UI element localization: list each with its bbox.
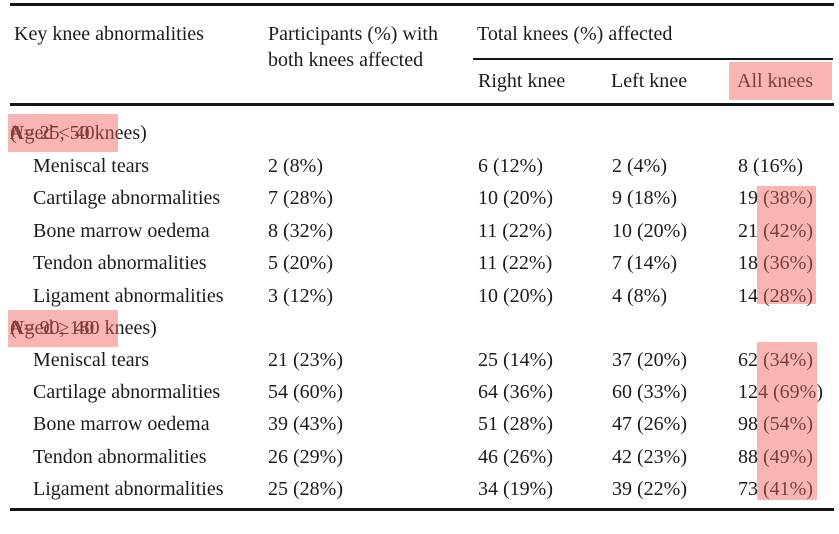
- left-knee-cell: 37 (20%): [612, 349, 687, 371]
- left-knee-cell: 2 (4%): [612, 155, 667, 177]
- table-row: Tendon abnormalities 26 (29%) 46 (26%) 4…: [0, 441, 839, 473]
- all-knees-cell: 8 (16%): [738, 155, 803, 177]
- left-knee-cell: 47 (26%): [612, 413, 687, 435]
- left-knee-cell: 39 (22%): [612, 478, 687, 500]
- all-knees-cell: 88 (49%): [738, 446, 813, 468]
- left-knee-cell: 4 (8%): [612, 285, 667, 307]
- right-knee-cell: 10 (20%): [478, 187, 553, 209]
- all-knees-cell: 124 (69%): [738, 381, 823, 403]
- all-knees-cell: 14 (28%): [738, 285, 813, 307]
- col-group-header-total-knees: Total knees (%) affected: [477, 23, 673, 45]
- right-knee-cell: 64 (36%): [478, 381, 553, 403]
- right-knee-cell: 11 (22%): [478, 252, 553, 274]
- col-header-left-knee: Left knee: [611, 70, 688, 92]
- row-label: Cartilage abnormalities: [33, 381, 221, 403]
- right-knee-cell: 34 (19%): [478, 478, 553, 500]
- table-row: Cartilage abnormalities 7 (28%) 10 (20%)…: [0, 182, 839, 214]
- section-n-symbol: N: [10, 317, 24, 339]
- section-header-aged-40-and-over: Aged ≥ 40 (N = 90, 180 knees): [10, 312, 157, 344]
- section-paren: (: [10, 317, 17, 339]
- left-knee-cell: 42 (23%): [612, 446, 687, 468]
- all-knees-cell: 73 (41%): [738, 478, 813, 500]
- row-label: Ligament abnormalities: [33, 478, 224, 500]
- table-row: Meniscal tears 2 (8%) 6 (12%) 2 (4%) 8 (…: [0, 150, 839, 182]
- header-bottom-rule: [10, 103, 834, 106]
- left-knee-cell: 9 (18%): [612, 187, 677, 209]
- right-knee-cell: 10 (20%): [478, 285, 553, 307]
- participants-cell: 5 (20%): [268, 252, 333, 274]
- table-row: Bone marrow oedema 39 (43%) 51 (28%) 47 …: [0, 408, 839, 440]
- left-knee-cell: 60 (33%): [612, 381, 687, 403]
- row-label: Tendon abnormalities: [33, 252, 207, 274]
- row-label: Bone marrow oedema: [33, 220, 210, 242]
- participants-cell: 3 (12%): [268, 285, 333, 307]
- right-knee-cell: 6 (12%): [478, 155, 543, 177]
- section-header-row: Aged ≥ 40 (N = 90, 180 knees): [0, 312, 839, 344]
- section-header-aged-under-40: Aged < 40 (N = 25, 50 knees): [10, 117, 147, 149]
- table-bottom-rule: [10, 508, 834, 511]
- right-knee-cell: 51 (28%): [478, 413, 553, 435]
- left-knee-cell: 7 (14%): [612, 252, 677, 274]
- all-knees-cell: 62 (34%): [738, 349, 813, 371]
- all-knees-cell: 18 (36%): [738, 252, 813, 274]
- section-n-symbol: N: [10, 122, 24, 144]
- row-label: Meniscal tears: [33, 155, 150, 177]
- section-age-label: Aged < 40: [10, 122, 95, 144]
- participants-cell: 2 (8%): [268, 155, 323, 177]
- table-top-rule: [10, 3, 834, 6]
- section-age-label: Aged ≥ 40: [10, 317, 95, 339]
- col-header-participants: Participants (%) with both knees affecte…: [268, 23, 438, 71]
- row-label: Tendon abnormalities: [33, 446, 207, 468]
- section-n-detail: = 90, 180 knees): [23, 317, 157, 339]
- participants-cell: 25 (28%): [268, 478, 343, 500]
- all-knees-cell: 98 (54%): [738, 413, 813, 435]
- section-header-row: Aged < 40 (N = 25, 50 knees): [0, 117, 839, 149]
- participants-cell: 8 (32%): [268, 220, 333, 242]
- right-knee-cell: 46 (26%): [478, 446, 553, 468]
- group-header-rule: [473, 58, 833, 60]
- table-row: Ligament abnormalities 3 (12%) 10 (20%) …: [0, 280, 839, 312]
- table-row: Meniscal tears 21 (23%) 25 (14%) 37 (20%…: [0, 344, 839, 376]
- left-knee-cell: 10 (20%): [612, 220, 687, 242]
- row-label: Cartilage abnormalities: [33, 187, 221, 209]
- participants-cell: 7 (28%): [268, 187, 333, 209]
- row-label: Meniscal tears: [33, 349, 150, 371]
- participants-cell: 26 (29%): [268, 446, 343, 468]
- table-row: Bone marrow oedema 8 (32%) 11 (22%) 10 (…: [0, 215, 839, 247]
- right-knee-cell: 25 (14%): [478, 349, 553, 371]
- section-paren: (: [10, 122, 17, 144]
- col-header-all-knees: All knees: [737, 70, 814, 92]
- table-row: Tendon abnormalities 5 (20%) 11 (22%) 7 …: [0, 247, 839, 279]
- participants-cell: 39 (43%): [268, 413, 343, 435]
- row-label: Bone marrow oedema: [33, 413, 210, 435]
- row-label: Ligament abnormalities: [33, 285, 224, 307]
- participants-cell: 54 (60%): [268, 381, 343, 403]
- col-header-right-knee: Right knee: [478, 70, 566, 92]
- right-knee-cell: 11 (22%): [478, 220, 553, 242]
- all-knees-cell: 19 (38%): [738, 187, 813, 209]
- participants-cell: 21 (23%): [268, 349, 343, 371]
- table-row: Cartilage abnormalities 54 (60%) 64 (36%…: [0, 376, 839, 408]
- table-row: Ligament abnormalities 25 (28%) 34 (19%)…: [0, 473, 839, 505]
- all-knees-cell: 21 (42%): [738, 220, 813, 242]
- section-n-detail: = 25, 50 knees): [23, 122, 147, 144]
- col-header-key-knee-abnormalities: Key knee abnormalities: [14, 23, 204, 45]
